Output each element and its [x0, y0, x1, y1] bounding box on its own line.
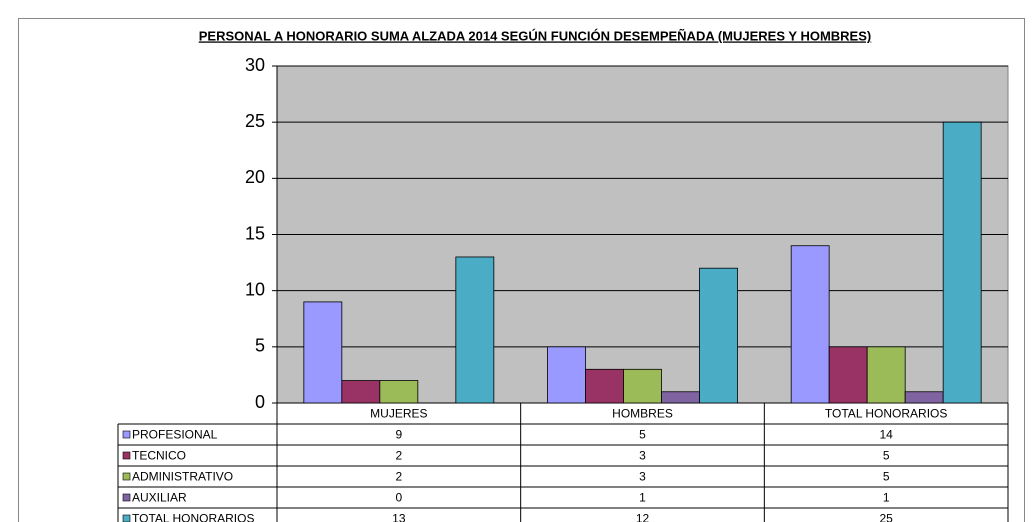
- x-tick-label: TOTAL HONORARIOS: [825, 407, 947, 421]
- x-tick-label: HOMBRES: [612, 407, 673, 421]
- bar: [866, 346, 906, 404]
- bar: [303, 301, 343, 404]
- legend-key: [122, 451, 131, 460]
- y-tick-label: 30: [245, 55, 265, 75]
- table-value: 5: [639, 428, 646, 442]
- legend-label: TECNICO: [132, 449, 186, 463]
- chart-title: PERSONAL A HONORARIO SUMA ALZADA 2014 SE…: [199, 28, 871, 43]
- bar: [942, 121, 982, 404]
- table-value: 5: [883, 470, 890, 484]
- bar: [661, 391, 700, 404]
- y-tick-label: 25: [245, 111, 265, 131]
- bar: [547, 346, 586, 404]
- table-value: 1: [883, 491, 890, 505]
- legend-label: PROFESIONAL: [132, 428, 218, 442]
- bar: [790, 245, 830, 404]
- y-tick-label: 15: [245, 223, 265, 243]
- bar: [341, 380, 381, 404]
- legend-label: TOTAL HONORARIOS: [132, 512, 254, 522]
- bar: [455, 256, 495, 404]
- table-value: 3: [639, 470, 646, 484]
- legend-label: ADMINISTRATIVO: [132, 470, 233, 484]
- x-tick-label: MUJERES: [370, 407, 427, 421]
- table-value: 5: [883, 449, 890, 463]
- legend-key: [122, 430, 131, 439]
- legend-label: AUXILIAR: [132, 491, 187, 505]
- legend-key: [122, 493, 131, 502]
- table-value: 25: [879, 512, 893, 522]
- legend-key: [122, 514, 131, 522]
- table-value: 3: [639, 449, 646, 463]
- table-value: 2: [395, 470, 402, 484]
- table-value: 0: [395, 491, 402, 505]
- y-tick-label: 20: [245, 167, 265, 187]
- bar: [828, 346, 868, 404]
- bar: [623, 368, 662, 404]
- table-value: 12: [636, 512, 650, 522]
- table-value: 13: [392, 512, 406, 522]
- table-value: 14: [879, 428, 893, 442]
- table-value: 9: [395, 428, 402, 442]
- bar: [585, 368, 624, 404]
- y-tick-label: 10: [245, 279, 265, 299]
- table-value: 1: [639, 491, 646, 505]
- y-tick-label: 5: [255, 336, 265, 356]
- table-value: 2: [395, 449, 402, 463]
- bar: [379, 380, 419, 404]
- legend-key: [122, 472, 131, 481]
- bar: [699, 267, 738, 404]
- y-tick-label: 0: [255, 392, 265, 412]
- bar: [904, 391, 944, 404]
